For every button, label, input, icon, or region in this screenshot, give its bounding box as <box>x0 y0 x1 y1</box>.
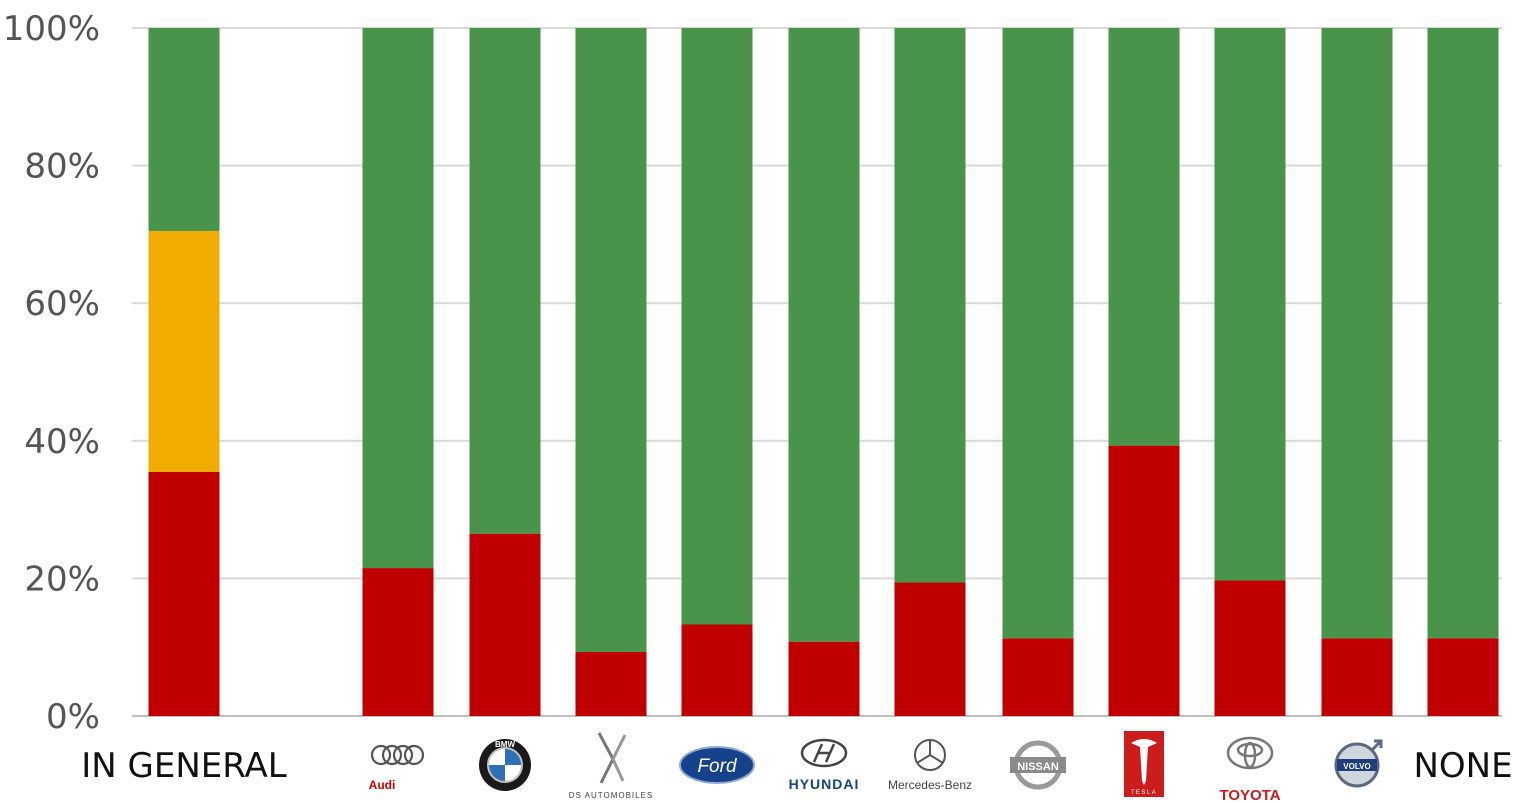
bar-segment <box>469 28 541 534</box>
y-tick-label: 40% <box>24 422 100 462</box>
volvo-logo-icon: VOLVO <box>1334 739 1383 788</box>
logo-caption: TESLA <box>1131 790 1158 796</box>
logo-caption: TOYOTA <box>1219 787 1280 803</box>
y-tick-label: 0% <box>46 697 100 737</box>
bar-segment <box>1214 28 1286 581</box>
bar-segment <box>1002 638 1074 716</box>
y-tick-label: 100% <box>3 9 100 49</box>
ds-logo-icon: DS AUTOMOBILES <box>569 732 654 800</box>
bmw-logo-icon: BMW <box>479 739 531 791</box>
bar-segment <box>148 230 220 472</box>
toyota-logo-icon: TOYOTA <box>1219 736 1281 803</box>
y-tick-label: 80% <box>24 147 100 187</box>
nissan-logo-icon: NISSAN <box>1010 740 1066 790</box>
bar-segment <box>575 28 647 653</box>
bars <box>148 28 1499 716</box>
logo-caption: DS AUTOMOBILES <box>569 791 654 800</box>
bar-segment <box>788 641 860 716</box>
logo-caption: Mercedes-Benz <box>888 778 972 792</box>
bar-segment <box>469 533 541 716</box>
bar-segment <box>148 28 220 231</box>
bar-segment <box>788 28 860 642</box>
bar-segment <box>1108 28 1180 446</box>
bar-segment <box>575 652 647 716</box>
logo-caption: VOLVO <box>1343 762 1370 771</box>
ford-logo-icon: Ford <box>679 746 755 784</box>
mercedes-logo-icon: Mercedes-Benz <box>888 739 972 792</box>
x-tick-label: NONE <box>1413 746 1512 786</box>
logo-caption: HYUNDAI <box>789 776 860 792</box>
logo-caption: BMW <box>495 740 515 749</box>
bar-segment <box>362 568 434 716</box>
x-tick-label: IN GENERAL <box>81 746 287 786</box>
bar-segment <box>1108 445 1180 716</box>
bar-segment <box>1214 580 1286 716</box>
bar-segment <box>681 624 753 716</box>
bar-segment <box>1427 28 1499 639</box>
bar-segment <box>1002 28 1074 639</box>
bar-segment <box>148 471 220 716</box>
bar-segment <box>1321 28 1393 639</box>
y-tick-label: 20% <box>24 559 100 599</box>
tesla-logo-icon: TESLA <box>1124 731 1164 797</box>
y-tick-label: 60% <box>24 284 100 324</box>
bar-segment <box>1321 638 1393 716</box>
bar-segment <box>1427 638 1499 716</box>
bar-segment <box>894 28 966 583</box>
bar-segment <box>362 28 434 569</box>
bar-segment <box>894 582 966 716</box>
x-axis: IN GENERAL Audi BMW DS AUTOMOBILES Ford HYUND… <box>81 731 1513 803</box>
logo-caption: NISSAN <box>1017 761 1059 773</box>
bar-segment <box>681 28 753 625</box>
logo-caption: Ford <box>697 756 738 777</box>
hyundai-logo-icon: HYUNDAI <box>789 738 860 792</box>
logo-caption: Audi <box>369 778 396 792</box>
audi-logo-icon: Audi <box>369 744 425 792</box>
